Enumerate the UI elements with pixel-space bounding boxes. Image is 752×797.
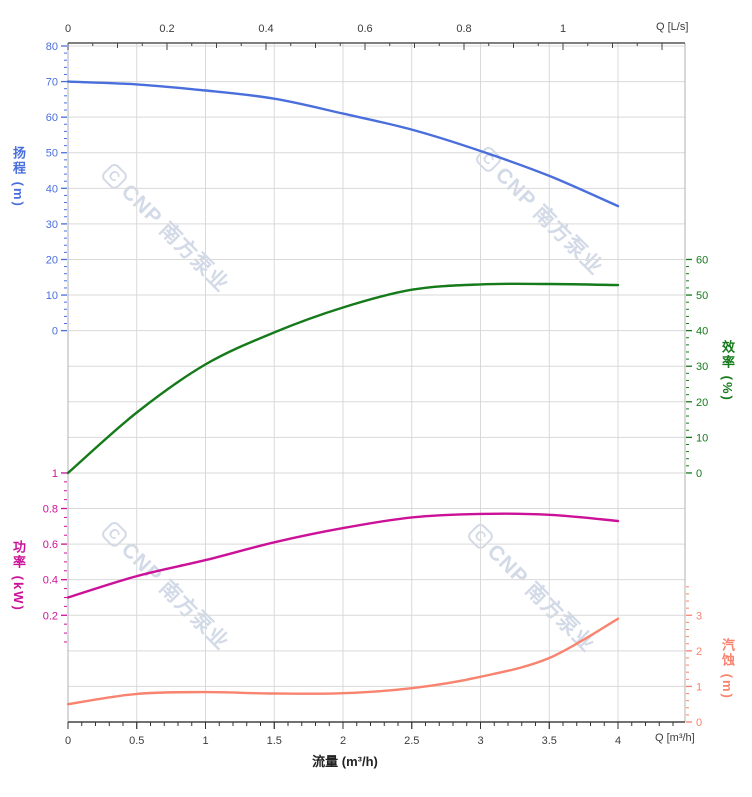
npsh-axis-title: 汽蚀 (m) <box>720 638 735 700</box>
svg-text:10: 10 <box>46 290 58 302</box>
svg-text:1: 1 <box>560 23 566 35</box>
svg-text:30: 30 <box>696 361 708 373</box>
gridlines <box>67 43 685 723</box>
svg-text:0.4: 0.4 <box>43 575 58 587</box>
svg-text:4: 4 <box>615 735 621 747</box>
efficiency-axis-title: 效率 (%) <box>720 340 735 402</box>
svg-text:2: 2 <box>340 735 346 747</box>
axis-ticks <box>61 43 692 729</box>
head-axis-title: 扬程 (m) <box>11 146 26 208</box>
svg-text:0: 0 <box>52 326 58 338</box>
svg-text:40: 40 <box>46 183 58 195</box>
svg-text:0.6: 0.6 <box>43 539 58 551</box>
top-axis-unit: Q [L/s] <box>656 21 689 33</box>
plot-frame <box>67 42 686 723</box>
svg-text:0: 0 <box>696 468 702 480</box>
svg-text:3: 3 <box>696 610 702 622</box>
tick-labels: 0 0.2 0.4 0.6 0.8 10 0.5 1 1.5 2 2.5 3 3.5 4807060504… <box>43 23 709 747</box>
svg-text:0.8: 0.8 <box>43 504 58 516</box>
svg-text:80: 80 <box>46 41 58 53</box>
npsh-curve <box>66 617 620 706</box>
svg-text:20: 20 <box>696 397 708 409</box>
svg-text:0.6: 0.6 <box>357 23 372 35</box>
svg-text:2.5: 2.5 <box>404 735 419 747</box>
head-curve <box>66 80 620 208</box>
svg-text:1: 1 <box>202 735 208 747</box>
svg-text:2: 2 <box>696 646 702 658</box>
svg-text:3: 3 <box>477 735 483 747</box>
svg-text:1: 1 <box>52 468 58 480</box>
svg-text:20: 20 <box>46 254 58 266</box>
svg-text:70: 70 <box>46 77 58 89</box>
flow-axis-title: 流量 (m³/h) <box>312 754 378 769</box>
svg-text:40: 40 <box>696 326 708 338</box>
svg-text:0: 0 <box>696 717 702 729</box>
svg-text:0.2: 0.2 <box>159 23 174 35</box>
svg-text:0: 0 <box>65 23 71 35</box>
power-curve <box>66 512 620 599</box>
svg-text:0.8: 0.8 <box>456 23 471 35</box>
svg-text:0.5: 0.5 <box>129 735 144 747</box>
bottom-axis-unit: Q [m³/h] <box>655 732 695 744</box>
svg-text:1.5: 1.5 <box>267 735 282 747</box>
svg-text:0: 0 <box>65 735 71 747</box>
svg-text:30: 30 <box>46 219 58 231</box>
svg-text:0.2: 0.2 <box>43 610 58 622</box>
svg-text:10: 10 <box>696 432 708 444</box>
svg-text:0.4: 0.4 <box>258 23 273 35</box>
curves <box>66 80 620 706</box>
svg-text:50: 50 <box>46 148 58 160</box>
svg-text:50: 50 <box>696 290 708 302</box>
power-axis-title: 功率 (kW) <box>11 540 26 612</box>
svg-text:3.5: 3.5 <box>542 735 557 747</box>
efficiency-curve <box>66 282 620 475</box>
svg-text:1: 1 <box>696 681 702 693</box>
svg-text:60: 60 <box>696 254 708 266</box>
svg-text:60: 60 <box>46 112 58 124</box>
